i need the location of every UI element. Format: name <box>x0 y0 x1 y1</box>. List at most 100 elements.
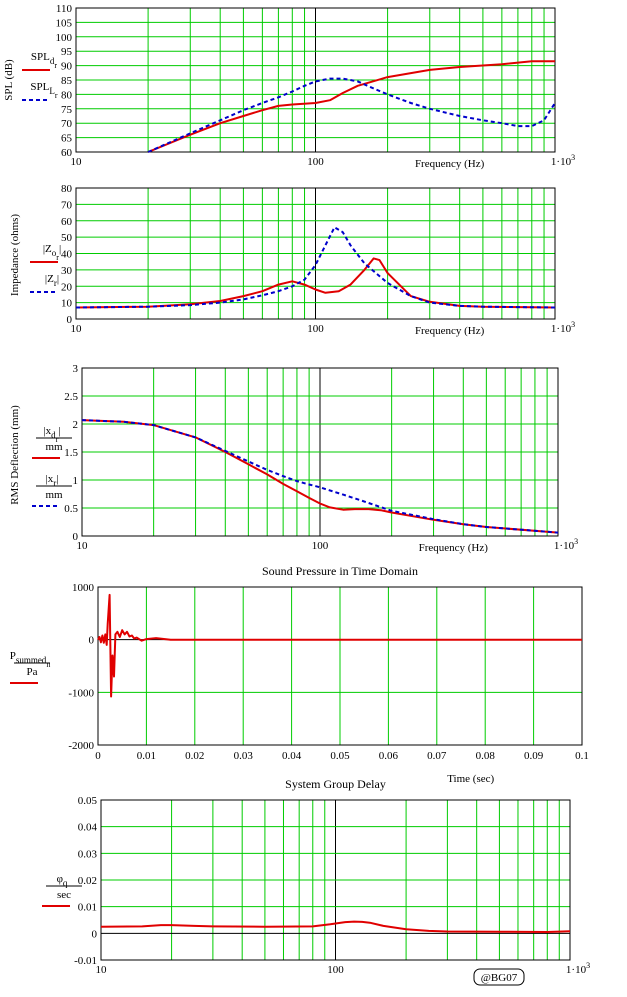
x-axis-label: Frequency (Hz) <box>415 158 485 170</box>
watermark-text: @BG07 <box>481 972 518 984</box>
legend-entry-1: |xdr|mm <box>32 425 72 459</box>
y-tick-label: 1.5 <box>64 447 78 459</box>
legend-entry-1: |Zor| <box>30 243 61 263</box>
y-tick-label: -2000 <box>68 740 94 752</box>
y-tick-label: 0.04 <box>78 822 98 834</box>
y-tick-label: 3 <box>73 363 79 375</box>
legend-entry-2: SPLLr <box>22 81 58 101</box>
legend-label: |Zor| <box>43 243 61 262</box>
legend-label-sub: d <box>51 430 56 440</box>
legend-label-bar: | <box>45 273 47 285</box>
y-tick-label: 90 <box>61 61 73 73</box>
x-axis-label: Frequency (Hz) <box>415 325 485 337</box>
y-tick-label: 40 <box>61 249 73 261</box>
legend-entry-2: |Zr| <box>30 273 59 293</box>
y-tick-label: 75 <box>61 104 73 116</box>
y-tick-label: 60 <box>61 147 73 159</box>
y-tick-label: -1000 <box>68 687 94 699</box>
legend-label-base: SPL <box>30 81 49 93</box>
x-tick-label: 0.01 <box>137 750 156 762</box>
y-tick-label: 70 <box>61 118 73 130</box>
x-tick-label: 0.02 <box>185 750 204 762</box>
legend-label-bar: | <box>46 473 48 485</box>
y-tick-label: 0.01 <box>78 902 97 914</box>
x-tick-label: 0.04 <box>282 750 302 762</box>
legend-entry-2: |xr|mm <box>32 473 72 507</box>
y-tick-label: 30 <box>61 265 73 277</box>
legend-label-base: Z <box>47 273 54 285</box>
y-tick-label: 70 <box>61 199 73 211</box>
x-tick-label: 10 <box>71 323 83 335</box>
y-tick-label: 1000 <box>72 582 95 594</box>
x-tick-label-exp: 3 <box>571 320 575 329</box>
x-tick-label: 1·103 <box>554 537 578 552</box>
legend-label-sub: d <box>50 56 55 66</box>
legend-label-sub: n <box>46 660 50 669</box>
legend-label-sub: r <box>55 91 58 100</box>
legend-label-sub: r <box>53 478 56 488</box>
legend-label-base: φ <box>57 873 63 885</box>
legend-label-base: x <box>48 473 54 485</box>
plot-frame <box>100 799 571 961</box>
chart-3: 0 0.5 1 1.5 2 2.5 3 10 100 1·103 Frequency (Hz) RMS… <box>9 363 578 554</box>
x-tick-label: 0.06 <box>379 750 399 762</box>
legend-label: SPLLr <box>30 81 57 100</box>
legend-label-sub: r <box>56 435 59 444</box>
legend-label-sub: r <box>56 253 59 262</box>
x-tick-label: 1·103 <box>551 153 575 168</box>
legend-label-bar: | <box>58 425 60 437</box>
y-tick-label: 0.5 <box>64 503 78 515</box>
legend-label-bar: | <box>56 473 58 485</box>
legend-denominator: sec <box>57 889 71 901</box>
x-tick-label: 0.07 <box>427 750 447 762</box>
legend-denominator: mm <box>45 489 63 501</box>
series-line-1 <box>147 60 555 153</box>
watermark-box <box>473 968 525 986</box>
x-tick-label: 0.09 <box>524 750 544 762</box>
y-tick-label: 80 <box>61 89 73 101</box>
x-tick-label: 100 <box>327 964 344 976</box>
legend-label-sub: summed <box>16 655 47 665</box>
legend-label-base: Z <box>45 243 52 255</box>
y-tick-label: 65 <box>61 133 73 145</box>
x-tick-label: 0.05 <box>330 750 350 762</box>
series-line-1 <box>100 920 571 933</box>
x-tick-label-exp: 3 <box>571 153 575 162</box>
legend-denominator: mm <box>45 441 63 453</box>
chart-title: Sound Pressure in Time Domain <box>262 564 418 578</box>
legend-label-base: x <box>46 425 52 437</box>
chart-4: Sound Pressure in Time Domain -2000 -1000 0… <box>10 564 589 785</box>
y-tick-label: 95 <box>61 46 73 58</box>
plot-frame <box>81 367 559 537</box>
chart-title: System Group Delay <box>285 777 386 791</box>
legend-label-bar: | <box>43 243 45 255</box>
y-tick-label: 105 <box>56 17 73 29</box>
y-tick-label: 20 <box>61 281 73 293</box>
chart-1: 60 65 70 75 80 85 90 95 100 105 110 10 100 1·103 Frequ… <box>3 3 575 170</box>
legend-label-sub: L <box>49 86 55 96</box>
legend-label: Psummedn <box>10 650 51 669</box>
y-axis-label: RMS Deflection (mm) <box>9 405 21 505</box>
x-tick-label: 10 <box>96 964 108 976</box>
series-line-2 <box>147 77 556 153</box>
legend-label-bar: | <box>59 243 61 255</box>
x-axis-label: Time (sec) <box>447 773 494 785</box>
y-tick-label: 60 <box>61 216 73 228</box>
y-tick-label: 0 <box>67 314 73 326</box>
x-tick-label-exp: 3 <box>574 537 578 546</box>
legend-label-sub: r <box>54 61 57 70</box>
legend-label-bar: | <box>43 425 45 437</box>
x-tick-label-exp: 3 <box>586 961 590 970</box>
legend-label-sub: r <box>54 278 57 288</box>
legend-label: |xr| <box>46 473 59 488</box>
series-line-1 <box>97 593 582 698</box>
y-axis-label: SPL (dB) <box>3 59 15 101</box>
legend-label-sub: o <box>52 248 57 258</box>
y-tick-label: 100 <box>56 32 73 44</box>
legend-label-base: SPL <box>31 51 50 63</box>
y-tick-label: 0 <box>92 928 98 940</box>
x-tick-label: 1·103 <box>566 961 590 976</box>
y-tick-label: -0.01 <box>74 955 97 967</box>
x-tick-label: 100 <box>312 540 329 552</box>
